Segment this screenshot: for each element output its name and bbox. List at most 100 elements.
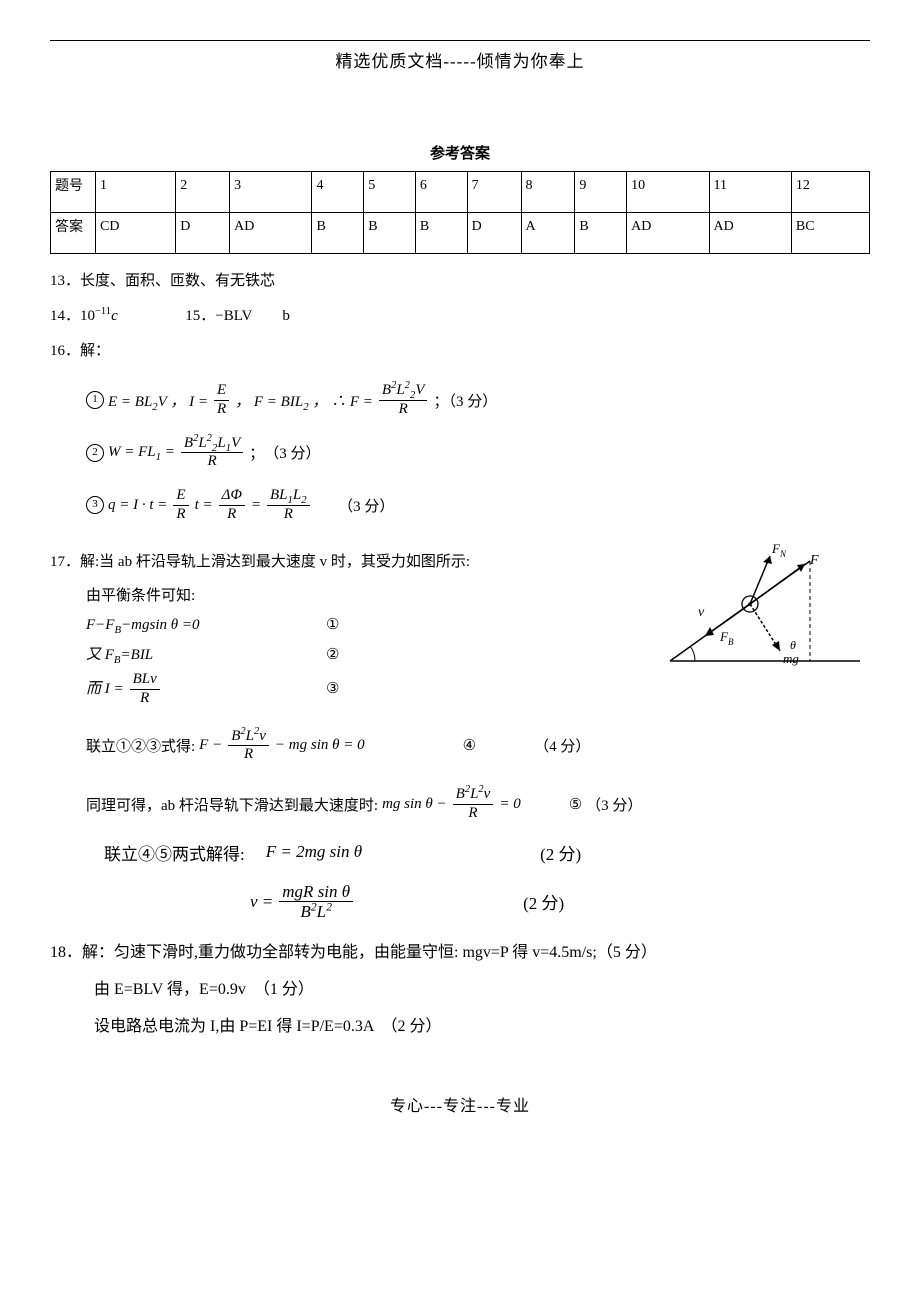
pts: (2 分) (523, 889, 564, 914)
q17-eq3: 而 I = BLvR ③ (86, 672, 640, 707)
table-cell: CD (96, 213, 176, 254)
txt: 同理可得，ab 杆沿导轨下滑达到最大速度时: (86, 794, 378, 815)
txt: mg sin θ − (382, 796, 447, 813)
table-cell: 4 (312, 172, 364, 213)
txt: 匀速下滑时,重力做功全部转为电能，由能量守恒: mgv=P 得 v=4.5m/s… (114, 944, 657, 961)
eq: t = (195, 497, 213, 514)
q18-l1: 18．解：匀速下滑时,重力做功全部转为电能，由能量守恒: mgv=P 得 v=4… (50, 939, 870, 968)
eq: = (251, 497, 261, 514)
pts: （4 分） (534, 735, 590, 756)
pts: ； （3 分） (249, 442, 320, 463)
table-cell: 3 (230, 172, 312, 213)
table-cell: B (575, 213, 627, 254)
table-cell: 10 (627, 172, 709, 213)
table-cell: 8 (521, 172, 575, 213)
eq-num: ③ (326, 677, 339, 703)
fraction: ER (173, 488, 188, 523)
sup: −11 (95, 306, 111, 317)
svg-text:FB: FB (719, 629, 734, 647)
eq-num: ① (326, 613, 339, 639)
fraction: B2L2v R (453, 787, 494, 822)
fraction: ER (214, 383, 229, 418)
table-cell: 9 (575, 172, 627, 213)
q17-eq7: v = mgR sin θ B2L2 (2 分) (50, 883, 870, 922)
answers-table: 题号 1 2 3 4 5 6 7 8 9 10 11 12 答案 CD D AD… (50, 171, 870, 254)
q13: 13．长度、面积、匝数、有无铁芯 (50, 268, 870, 295)
table-cell: 5 (364, 172, 416, 213)
txt: v = (250, 892, 273, 912)
q14-q15: 14．10−11c 15．−BLV b (50, 303, 870, 330)
q15-value: −BLV (215, 308, 252, 324)
q16-step2: 2 W = FL1 = B2L22L1V R ； （3 分） (50, 436, 870, 471)
table-row: 题号 1 2 3 4 5 6 7 8 9 10 11 12 (51, 172, 870, 213)
top-rule (50, 40, 870, 41)
txt: − mg sin θ = 0 (275, 737, 365, 754)
pts: （3 分） (316, 495, 395, 516)
pts: ；（3 分） (433, 390, 497, 411)
pts: （3 分） (586, 794, 642, 815)
table-cell: B (312, 213, 364, 254)
txt: 当 ab 杆沿导轨上滑达到最大速度 v 时，其受力如图所示: (99, 554, 470, 570)
table-cell: D (176, 213, 230, 254)
table-cell: 12 (791, 172, 869, 213)
table-cell: BC (791, 213, 869, 254)
answers-title: 参考答案 (50, 142, 870, 163)
page-footer: 专心---专注---专业 (50, 1092, 870, 1116)
q17-eq4: 联立①②③式得: F − B2L2v R − mg sin θ = 0 ④ （4… (50, 729, 870, 764)
table-cell: B (364, 213, 416, 254)
svg-text:FN: FN (771, 541, 787, 559)
txt: 联立④⑤两式解得: (104, 840, 262, 865)
svg-text:F: F (809, 553, 819, 568)
txt: F − (199, 737, 222, 754)
fraction: ΔΦR (219, 488, 245, 523)
eq: F = 2mg sin θ (266, 842, 362, 862)
q-label: 15． (185, 308, 215, 324)
q17-label: 17．解:当 ab 杆沿导轨上滑达到最大速度 v 时，其受力如图所示: (50, 549, 640, 576)
txt: 而 I = (86, 677, 124, 703)
table-cell: B (415, 213, 467, 254)
q13-text: 长度、面积、匝数、有无铁芯 (80, 273, 275, 289)
q-label: 14． (50, 308, 80, 324)
q18-l3: 设电路总电流为 I,由 P=EI 得 I=P/E=0.3A （2 分） (50, 1013, 870, 1042)
q-label: 13． (50, 273, 80, 289)
q17: 17．解:当 ab 杆沿导轨上滑达到最大速度 v 时，其受力如图所示: 由平衡条… (50, 541, 870, 711)
eq: E = BL2V ， I = (108, 390, 208, 411)
table-cell: 1 (96, 172, 176, 213)
q17-eq2: 又 FB=BIL ② (86, 643, 640, 669)
table-cell: AD (230, 213, 312, 254)
q-label: 17．解: (50, 554, 99, 570)
q18-l2: 由 E=BLV 得，E=0.9v （1 分） (50, 976, 870, 1005)
step-num-icon: 3 (86, 496, 104, 514)
fraction: BLvR (130, 672, 160, 707)
q15-extra: b (282, 308, 290, 324)
table-cell: 6 (415, 172, 467, 213)
q17-eq5: 同理可得，ab 杆沿导轨下滑达到最大速度时: mg sin θ − B2L2v … (50, 787, 870, 822)
table-row: 答案 CD D AD B B B D A B AD AD BC (51, 213, 870, 254)
q17-eq6: 联立④⑤两式解得: F = 2mg sin θ (2 分) (50, 840, 870, 865)
q17-line: 由平衡条件可知: (86, 584, 640, 610)
eq-num: ④ (463, 736, 476, 755)
svg-text:v: v (698, 605, 705, 620)
eq: q = I · t = (108, 497, 167, 514)
q17-eq1: F−FB−mgsin θ =0 ① (86, 613, 640, 639)
q16-step3: 3 q = I · t = ER t = ΔΦR = BL1L2 R （3 分） (50, 488, 870, 523)
eq: ， F = BIL2 ， ∴ F = (235, 390, 373, 411)
q14-value: 10−11c (80, 308, 118, 324)
eq-num: ② (326, 643, 339, 669)
fraction: mgR sin θ B2L2 (279, 883, 353, 922)
txt: 10 (80, 308, 95, 324)
table-cell: 7 (467, 172, 521, 213)
fraction: B2L22V R (379, 383, 428, 418)
fraction: B2L22L1V R (181, 436, 243, 471)
eq: W = FL1 = (108, 444, 175, 461)
txt: c (111, 308, 118, 324)
svg-text:θ: θ (790, 638, 796, 652)
txt: = 0 (499, 796, 520, 813)
table-cell: 11 (709, 172, 791, 213)
eq-num: ⑤ (569, 795, 582, 814)
fraction: BL1L2 R (267, 488, 310, 523)
step-num-icon: 1 (86, 391, 104, 409)
row-label: 答案 (51, 213, 96, 254)
q16-step1: 1 E = BL2V ， I = ER ， F = BIL2 ， ∴ F = B… (50, 383, 870, 418)
table-cell: D (467, 213, 521, 254)
